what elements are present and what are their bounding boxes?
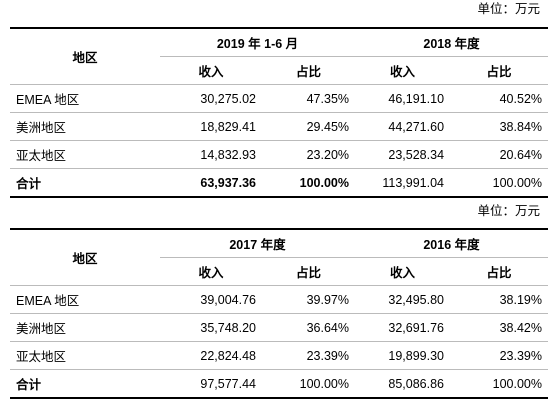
header-row: 地区 2019 年 1-6 月 2018 年度 — [10, 27, 549, 85]
table-cell: 亚太地区 — [10, 341, 160, 370]
header-cell: 地区 — [10, 27, 160, 85]
table-cell: 113,991.04 — [355, 168, 451, 198]
table-cell: 38.19% — [450, 285, 548, 314]
table-cell: 40.52% — [450, 84, 549, 113]
data-table: 地区 2017 年度 2016 年度 收入 占比 收入 占比 EMEA 地区 39,004.76… — [10, 228, 548, 399]
table-cell: 38.84% — [450, 112, 549, 141]
header-cell: 占比 — [450, 56, 549, 85]
table-row: 美洲地区 18,829.41 29.45% 44,271.60 38.84% — [10, 112, 549, 141]
table-cell: 22,824.48 — [160, 341, 262, 370]
table-cell: 63,937.36 — [160, 168, 262, 198]
header-cell: 2016 年度 — [355, 228, 548, 258]
table-cell: 32,495.80 — [355, 285, 450, 314]
table-cell: 97,577.44 — [160, 369, 262, 399]
table-cell: 20.64% — [450, 140, 549, 169]
table-cell: 100.00% — [262, 168, 356, 198]
data-table: 地区 2019 年 1-6 月 2018 年度 收入 占比 收入 占比 EMEA 地区 30,2… — [10, 27, 549, 198]
header-cell: 占比 — [262, 257, 355, 286]
unit-label: 单位：万元 — [477, 204, 540, 218]
table-cell: 18,829.41 — [160, 112, 262, 141]
table-cell: 38.42% — [450, 313, 548, 342]
table-cell: 19,899.30 — [355, 341, 450, 370]
table-cell: 14,832.93 — [160, 140, 262, 169]
table-cell: 23.20% — [262, 140, 356, 169]
table-cell: EMEA 地区 — [10, 285, 160, 314]
table-cell: 47.35% — [262, 84, 356, 113]
table-row: 美洲地区 35,748.20 36.64% 32,691.76 38.42% — [10, 313, 548, 342]
header-row: 收入 占比 收入 占比 — [10, 257, 548, 286]
header-cell: 收入 — [355, 56, 451, 85]
table-cell: 85,086.86 — [355, 369, 450, 399]
table-cell: 100.00% — [450, 168, 549, 198]
header-cell: 2019 年 1-6 月 — [160, 27, 356, 57]
table-cell: 39,004.76 — [160, 285, 262, 314]
table-row: EMEA 地区 39,004.76 39.97% 32,495.80 38.19% — [10, 285, 548, 314]
table-cell: 亚太地区 — [10, 140, 160, 169]
header-cell: 收入 — [160, 56, 262, 85]
table-cell: 32,691.76 — [355, 313, 450, 342]
table-row: 亚太地区 14,832.93 23.20% 23,528.34 20.64% — [10, 140, 549, 169]
table-cell: 23,528.34 — [355, 140, 451, 169]
table-cell: 35,748.20 — [160, 313, 262, 342]
table-row: 合计 63,937.36 100.00% 113,991.04 100.00% — [10, 168, 549, 198]
table-cell: 23.39% — [450, 341, 548, 370]
table-cell: 美洲地区 — [10, 313, 160, 342]
table-cell: 30,275.02 — [160, 84, 262, 113]
table-row: 合计 97,577.44 100.00% 85,086.86 100.00% — [10, 369, 548, 399]
header-cell: 地区 — [10, 228, 160, 286]
table-cell: 合计 — [10, 369, 160, 399]
header-cell: 收入 — [355, 257, 450, 286]
unit-label: 单位：万元 — [477, 2, 540, 16]
table-cell: 46,191.10 — [355, 84, 451, 113]
table-cell: EMEA 地区 — [10, 84, 160, 113]
header-row: 地区 2017 年度 2016 年度 — [10, 228, 548, 286]
table-cell: 美洲地区 — [10, 112, 160, 141]
header-cell: 占比 — [450, 257, 548, 286]
header-cell: 收入 — [160, 257, 262, 286]
table-cell: 36.64% — [262, 313, 355, 342]
table-cell: 29.45% — [262, 112, 356, 141]
table-cell: 100.00% — [450, 369, 548, 399]
table-cell: 100.00% — [262, 369, 355, 399]
header-cell: 2017 年度 — [160, 228, 355, 258]
table-cell: 44,271.60 — [355, 112, 451, 141]
header-cell: 占比 — [262, 56, 356, 85]
table-cell: 合计 — [10, 168, 160, 198]
table-cell: 23.39% — [262, 341, 355, 370]
header-cell: 2018 年度 — [355, 27, 549, 57]
table-cell: 39.97% — [262, 285, 355, 314]
table-row: 亚太地区 22,824.48 23.39% 19,899.30 23.39% — [10, 341, 548, 370]
header-row: 收入 占比 收入 占比 — [10, 56, 549, 85]
table-row: EMEA 地区 30,275.02 47.35% 46,191.10 40.52% — [10, 84, 549, 113]
